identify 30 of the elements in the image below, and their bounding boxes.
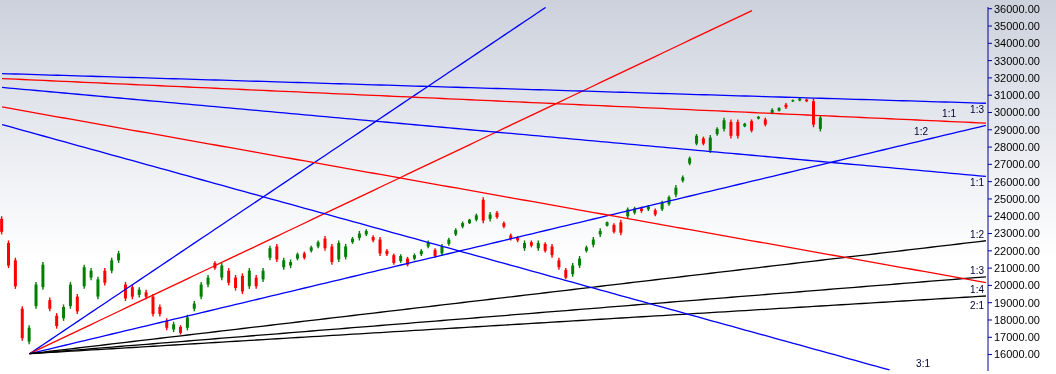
y-tick-label: 29000.00 xyxy=(994,123,1040,136)
y-tick-label: 27000.00 xyxy=(994,158,1040,171)
y-tick-label: 24000.00 xyxy=(994,210,1040,223)
y-tick-label: 19000.00 xyxy=(994,296,1040,309)
y-tick-label: 34000.00 xyxy=(994,37,1040,50)
annotation: 2:1 xyxy=(970,300,984,312)
y-tick-label: 20000.00 xyxy=(994,279,1040,292)
y-tick-label: 26000.00 xyxy=(994,175,1040,188)
annotation: 1:1 xyxy=(970,177,984,189)
y-tick-label: 31000.00 xyxy=(994,89,1040,102)
y-tick-label: 33000.00 xyxy=(994,54,1040,67)
y-tick-label: 17000.00 xyxy=(994,331,1040,344)
y-tick-label: 30000.00 xyxy=(994,106,1040,119)
y-tick-label: 21000.00 xyxy=(994,262,1040,275)
y-tick-label: 23000.00 xyxy=(994,227,1040,240)
y-tick-label: 25000.00 xyxy=(994,192,1040,205)
y-tick-label: 18000.00 xyxy=(994,313,1040,326)
y-tick-label: 22000.00 xyxy=(994,244,1040,257)
y-tick-label: 35000.00 xyxy=(994,19,1040,32)
annotation: 1:3 xyxy=(970,264,984,276)
y-tick-label: 16000.00 xyxy=(994,348,1040,361)
annotation: 3:1 xyxy=(916,358,930,369)
annotation: 1:2 xyxy=(970,228,984,240)
y-tick-label: 28000.00 xyxy=(994,140,1040,153)
annotation: 1:2 xyxy=(914,126,928,138)
annotation: 1:3 xyxy=(970,104,984,116)
annotation: 1:4 xyxy=(970,283,984,295)
y-tick-label: 36000.00 xyxy=(994,2,1040,15)
annotation: 1:1 xyxy=(942,108,956,120)
y-tick-label: 32000.00 xyxy=(994,71,1040,84)
